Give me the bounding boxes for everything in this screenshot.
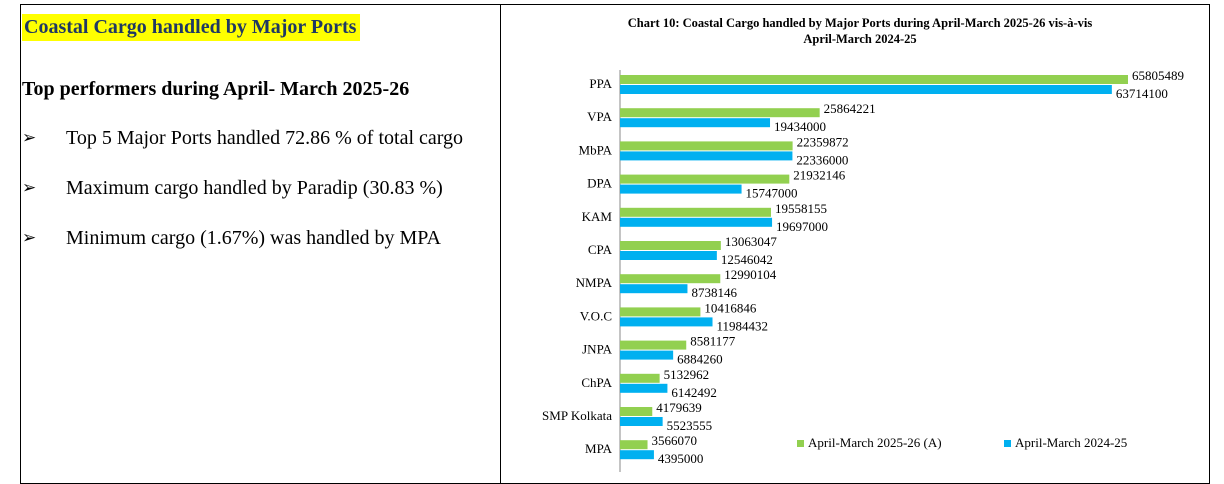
title-line: Chart 10: Coastal Cargo handled by Major… xyxy=(628,16,1093,30)
value-label: 63714100 xyxy=(1116,86,1168,101)
bar xyxy=(620,251,717,260)
value-label: 5132962 xyxy=(664,367,710,382)
value-label: 12990104 xyxy=(724,267,777,282)
value-label: 8581177 xyxy=(690,334,736,349)
bar xyxy=(620,108,820,118)
chart-title: Chart 10: Coastal Cargo handled by Major… xyxy=(628,16,1093,46)
value-label: 12546042 xyxy=(721,252,773,267)
value-label: 19558155 xyxy=(775,201,827,216)
bar xyxy=(620,373,660,383)
bar xyxy=(620,184,742,194)
bar xyxy=(620,450,654,460)
text-panel: Coastal Cargo handled by Major Ports Top… xyxy=(22,14,492,275)
category-label: MPA xyxy=(585,441,613,456)
value-label: 10416846 xyxy=(704,300,757,315)
bar xyxy=(620,440,648,450)
legend-swatch xyxy=(1004,440,1011,447)
bar xyxy=(620,417,663,426)
legend-label: April-March 2025-26 (A) xyxy=(808,435,942,450)
value-label: 13063047 xyxy=(725,234,778,249)
bar xyxy=(620,151,793,161)
panel-heading: Top performers during April- March 2025-… xyxy=(22,78,410,100)
bullet-list: Top 5 Major Ports handled 72.86 % of tot… xyxy=(22,125,492,251)
value-label: 6142492 xyxy=(671,385,717,400)
bullet: Top 5 Major Ports handled 72.86 % of tot… xyxy=(22,125,492,151)
bar xyxy=(620,340,687,350)
value-label: 11984432 xyxy=(717,318,769,333)
bar xyxy=(620,350,674,360)
bar xyxy=(620,174,790,184)
category-label: CPA xyxy=(588,242,613,257)
value-label: 19434000 xyxy=(774,119,826,134)
category-label: SMP Kolkata xyxy=(542,408,612,423)
bar xyxy=(620,118,771,128)
value-label: 22336000 xyxy=(796,152,848,167)
bar xyxy=(620,274,721,284)
value-label: 8738146 xyxy=(691,285,737,300)
panel-title: Coastal Cargo handled by Major Ports xyxy=(22,14,361,41)
value-label: 15747000 xyxy=(746,186,798,201)
page: Coastal Cargo handled by Major Ports Top… xyxy=(0,0,1224,472)
bar xyxy=(620,217,773,227)
legend-label: April-March 2024-25 xyxy=(1015,435,1127,450)
bar xyxy=(620,307,701,317)
bar xyxy=(620,75,1128,84)
category-label: MbPA xyxy=(579,142,613,157)
category-label: JNPA xyxy=(582,342,612,357)
cell-divider xyxy=(500,4,501,484)
value-label: 25864221 xyxy=(824,101,876,116)
category-label: PPA xyxy=(589,76,612,91)
category-label: NMPA xyxy=(576,275,613,290)
bar xyxy=(620,317,713,327)
value-label: 22359872 xyxy=(797,134,849,149)
category-label: KAM xyxy=(582,209,613,224)
value-label: 21932146 xyxy=(793,168,846,183)
bullet: Maximum cargo handled by Paradip (30.83 … xyxy=(22,175,492,201)
bar xyxy=(620,383,668,393)
bar xyxy=(620,85,1112,94)
legend-swatch xyxy=(797,440,804,447)
bar xyxy=(620,207,771,217)
category-label: ChPA xyxy=(581,375,612,390)
value-label: 4395000 xyxy=(658,451,704,466)
value-label: 5523555 xyxy=(667,418,713,433)
value-label: 3566070 xyxy=(652,433,698,448)
bullet: Minimum cargo (1.67%) was handled by MPA xyxy=(22,225,492,251)
bar xyxy=(620,141,793,151)
value-label: 65805489 xyxy=(1132,68,1184,83)
category-label: V.O.C xyxy=(580,308,612,323)
bar xyxy=(620,241,721,250)
chart: Chart 10: Coastal Cargo handled by Major… xyxy=(542,16,1184,472)
bar xyxy=(620,284,688,294)
value-label: 4179639 xyxy=(656,400,702,415)
value-label: 6884260 xyxy=(677,352,723,367)
category-label: DPA xyxy=(587,176,612,191)
bar xyxy=(620,407,653,416)
value-label: 19697000 xyxy=(776,219,828,234)
title-line: April-March 2024-25 xyxy=(803,32,916,46)
category-label: VPA xyxy=(587,109,612,124)
